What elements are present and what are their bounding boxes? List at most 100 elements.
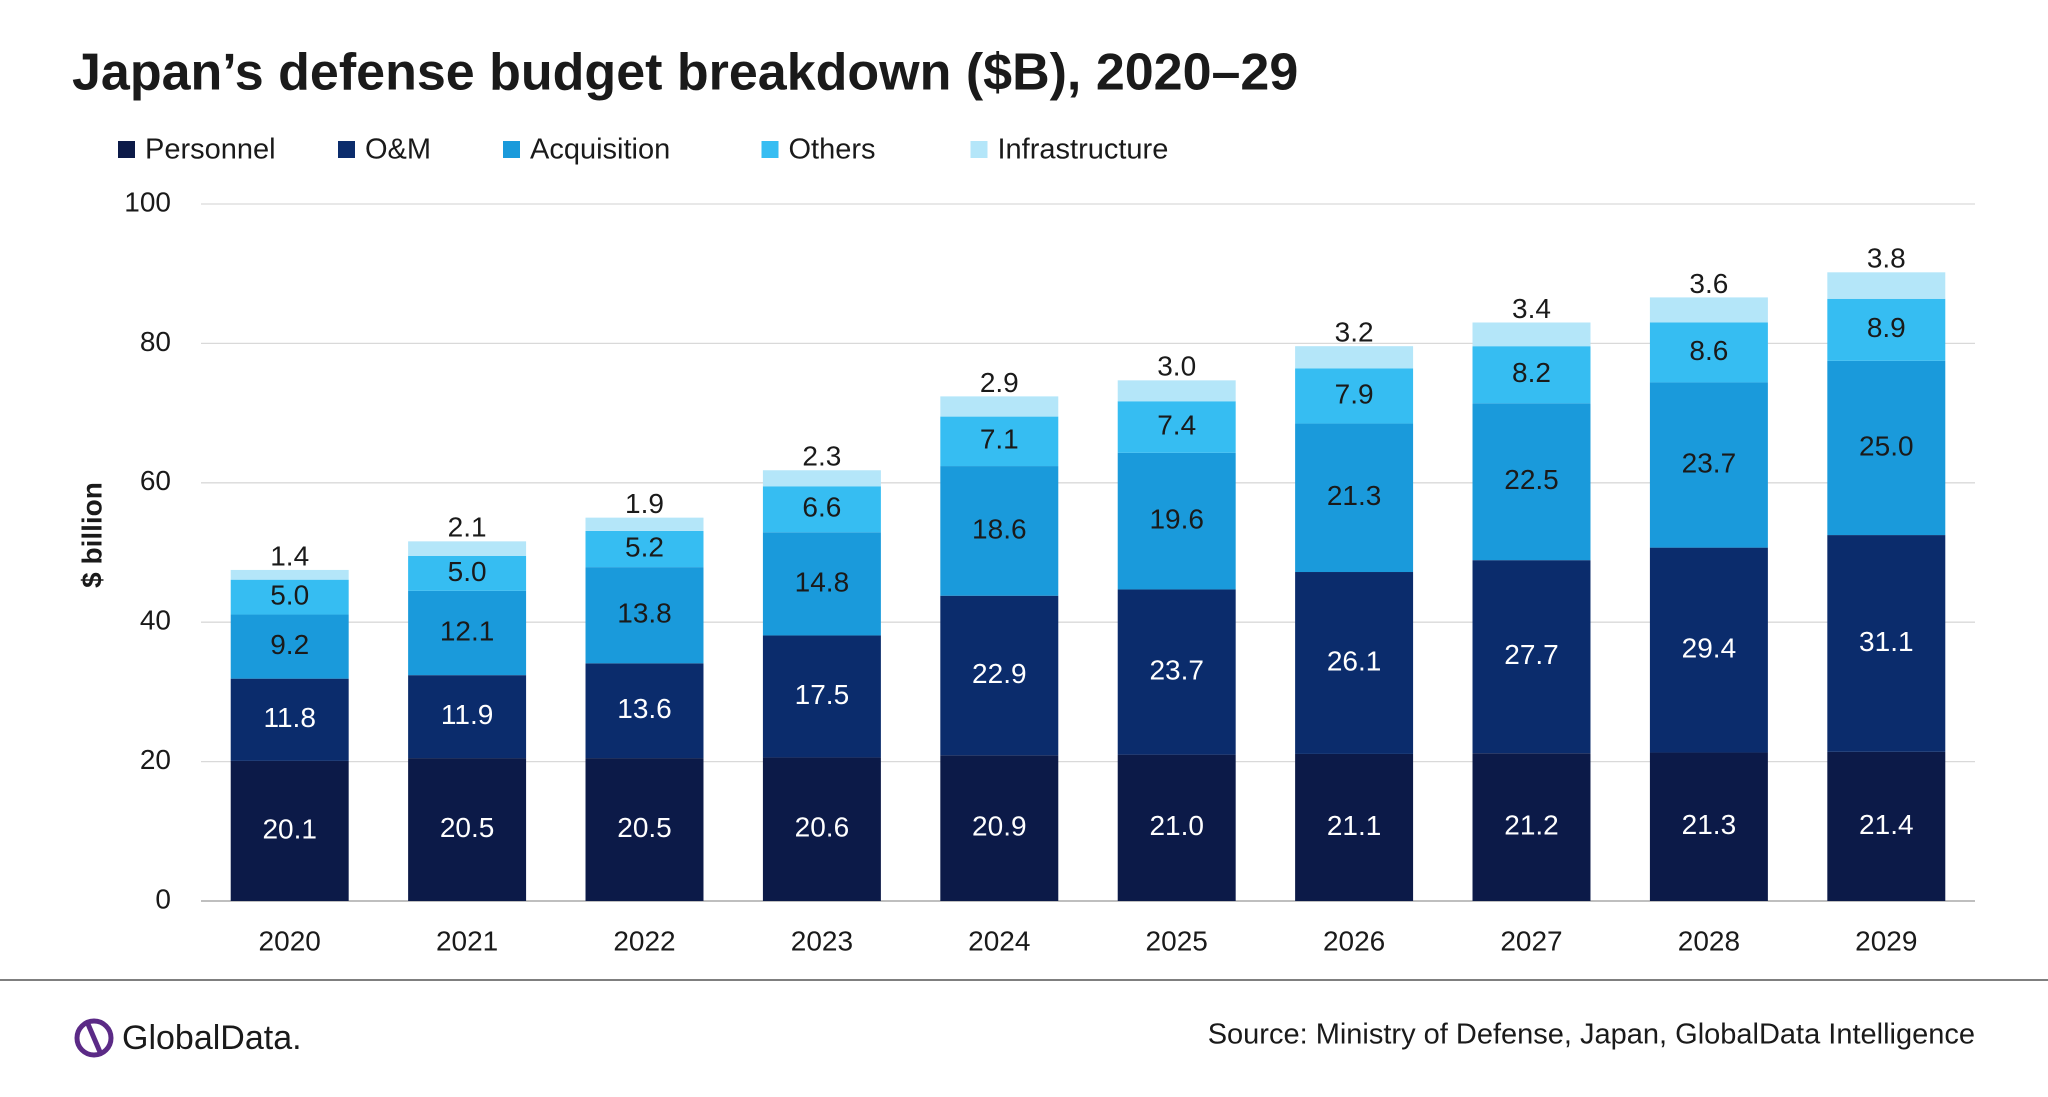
data-label: 2.3: [802, 441, 841, 472]
source-note: Source: Ministry of Defense, Japan, Glob…: [1208, 1019, 1975, 1051]
x-tick-label: 2020: [259, 925, 321, 956]
y-tick-label: 0: [155, 883, 171, 914]
data-label: 5.2: [625, 531, 664, 562]
data-label: 31.1: [1859, 626, 1914, 657]
data-label: 3.8: [1867, 243, 1906, 274]
bar-segment: [585, 567, 704, 664]
legend-label: O&M: [365, 134, 431, 166]
data-label: 8.6: [1689, 335, 1728, 366]
y-tick-label: 100: [124, 186, 171, 217]
x-tick-label: 2028: [1678, 925, 1740, 956]
bar-segment: [1649, 382, 1768, 548]
x-tick-label: 2027: [1500, 925, 1562, 956]
y-axis-label: $ billion: [76, 482, 107, 588]
bar-segment: [940, 466, 1059, 596]
bar-segment: [762, 532, 881, 636]
bar-segment: [1295, 572, 1414, 754]
x-tick-label: 2025: [1146, 925, 1208, 956]
data-label: 21.1: [1327, 810, 1382, 841]
bar-segment: [1827, 751, 1946, 901]
data-label: 8.9: [1867, 312, 1906, 343]
legend-swatch: [118, 141, 135, 158]
bar-segment: [1649, 297, 1768, 323]
bar-segment: [230, 760, 349, 901]
legend-label: Acquisition: [530, 134, 670, 166]
bar-segment: [230, 678, 349, 761]
data-label: 6.6: [802, 492, 841, 523]
bar-segment: [762, 757, 881, 901]
y-tick-label: 80: [140, 326, 171, 357]
data-label: 12.1: [440, 615, 495, 646]
data-label: 5.0: [270, 579, 309, 610]
data-label: 21.3: [1682, 809, 1737, 840]
bar-segment: [1117, 589, 1236, 755]
data-label: 13.8: [617, 598, 672, 629]
bar-segment: [1117, 452, 1236, 590]
bar-segment: [408, 541, 527, 556]
bar-segment: [1117, 380, 1236, 402]
bar-segment: [1472, 346, 1591, 404]
y-tick-label: 60: [140, 465, 171, 496]
x-tick-label: 2023: [791, 925, 853, 956]
bar-segment: [585, 758, 704, 901]
data-label: 7.9: [1335, 378, 1374, 409]
bar-segment: [1472, 753, 1591, 901]
bar-segment: [1295, 346, 1414, 369]
legend-label: Personnel: [145, 134, 276, 166]
bar-segment: [585, 530, 704, 568]
data-label: 8.2: [1512, 357, 1551, 388]
legend-swatch: [503, 141, 520, 158]
bar-segment: [1649, 547, 1768, 753]
data-label: 3.0: [1157, 351, 1196, 382]
data-label: 21.4: [1859, 809, 1914, 840]
data-label: 7.4: [1157, 409, 1196, 440]
legend-swatch: [970, 141, 988, 158]
chart-title: Japan’s defense budget breakdown ($B), 2…: [72, 44, 1298, 102]
bar-segment: [408, 675, 527, 759]
legend-label: Infrastructure: [998, 134, 1169, 166]
bar-segment: [1472, 560, 1591, 754]
data-label: 20.5: [440, 812, 495, 843]
data-label: 19.6: [1149, 504, 1204, 535]
data-label: 2.1: [448, 512, 487, 543]
data-label: 3.4: [1512, 293, 1551, 324]
legend-swatch: [761, 141, 779, 158]
bar-segment: [1827, 298, 1946, 361]
data-label: 2.9: [980, 367, 1019, 398]
bar-segment: [408, 758, 527, 901]
legend-swatch: [338, 141, 355, 158]
bar-segment: [408, 555, 527, 591]
legend-label: Others: [789, 134, 876, 166]
bar-segment: [230, 614, 349, 679]
bar-segment: [1649, 322, 1768, 383]
bar-segment: [230, 569, 349, 580]
bar-segment: [1472, 322, 1591, 347]
data-label: 7.1: [980, 424, 1019, 455]
data-label: 27.7: [1504, 639, 1559, 670]
x-tick-label: 2024: [968, 925, 1030, 956]
bar-segment: [762, 486, 881, 533]
data-label: 21.2: [1504, 810, 1559, 841]
data-label: 29.4: [1682, 632, 1737, 663]
bar-segment: [1117, 754, 1236, 901]
data-label: 26.1: [1327, 645, 1382, 676]
data-label: 18.6: [972, 513, 1027, 544]
logo-icon-stroke: [85, 1023, 103, 1053]
data-label: 1.4: [270, 540, 309, 571]
bar-segment: [1827, 272, 1946, 299]
bar-segment: [1472, 403, 1591, 561]
bar-segment: [940, 416, 1059, 467]
bar-segment: [762, 470, 881, 487]
bar-segment: [1827, 360, 1946, 536]
logo-icon: [74, 1018, 114, 1058]
bar-segment: [762, 635, 881, 758]
data-label: 1.9: [625, 488, 664, 519]
data-label: 17.5: [795, 679, 850, 710]
data-label: 14.8: [795, 566, 850, 597]
logo-text: GlobalData.: [122, 1019, 302, 1057]
bar-segment: [1295, 423, 1414, 573]
data-label: 21.3: [1327, 480, 1382, 511]
data-label: 23.7: [1682, 447, 1737, 478]
data-label: 23.7: [1149, 654, 1204, 685]
